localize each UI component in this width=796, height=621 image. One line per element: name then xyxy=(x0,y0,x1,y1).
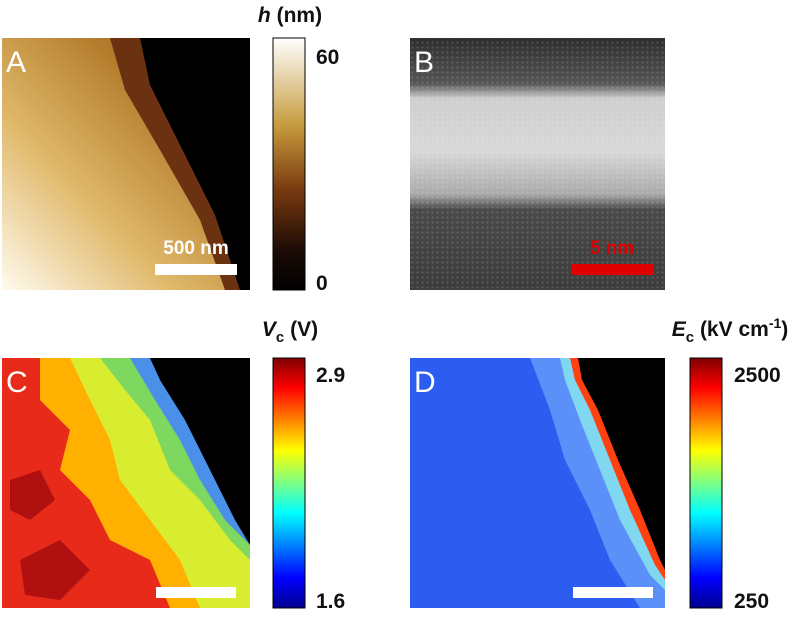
panel-label: A xyxy=(6,46,26,79)
colorbar-title: h (nm) xyxy=(258,4,322,27)
colorbar-min: 250 xyxy=(734,590,769,613)
panel-label: D xyxy=(414,366,436,399)
colorbar-title: Vc (V) xyxy=(262,318,318,347)
colorbar-title: Ec (kV cm-1) xyxy=(672,315,789,347)
scale-bar xyxy=(572,264,653,275)
panel-label: B xyxy=(414,46,434,79)
scale-bar-label: 500 nm xyxy=(163,238,228,259)
colorbar xyxy=(689,357,723,609)
colorbar xyxy=(272,37,306,291)
ec-map xyxy=(410,358,665,608)
colorbar-min: 0 xyxy=(316,272,328,295)
scale-bar xyxy=(155,264,237,275)
scale-bar-label: 5 nm xyxy=(590,238,634,259)
scale-bar xyxy=(156,587,236,598)
colorbar-max: 2.9 xyxy=(316,364,345,387)
stem-image xyxy=(410,38,665,290)
colorbar-max: 60 xyxy=(316,46,339,69)
colorbar-min: 1.6 xyxy=(316,590,345,613)
vc-map xyxy=(2,358,250,608)
panel-label: C xyxy=(6,366,28,399)
afm-image xyxy=(2,38,250,290)
colorbar-max: 2500 xyxy=(734,364,781,387)
colorbar xyxy=(272,357,306,609)
scale-bar xyxy=(573,587,653,598)
